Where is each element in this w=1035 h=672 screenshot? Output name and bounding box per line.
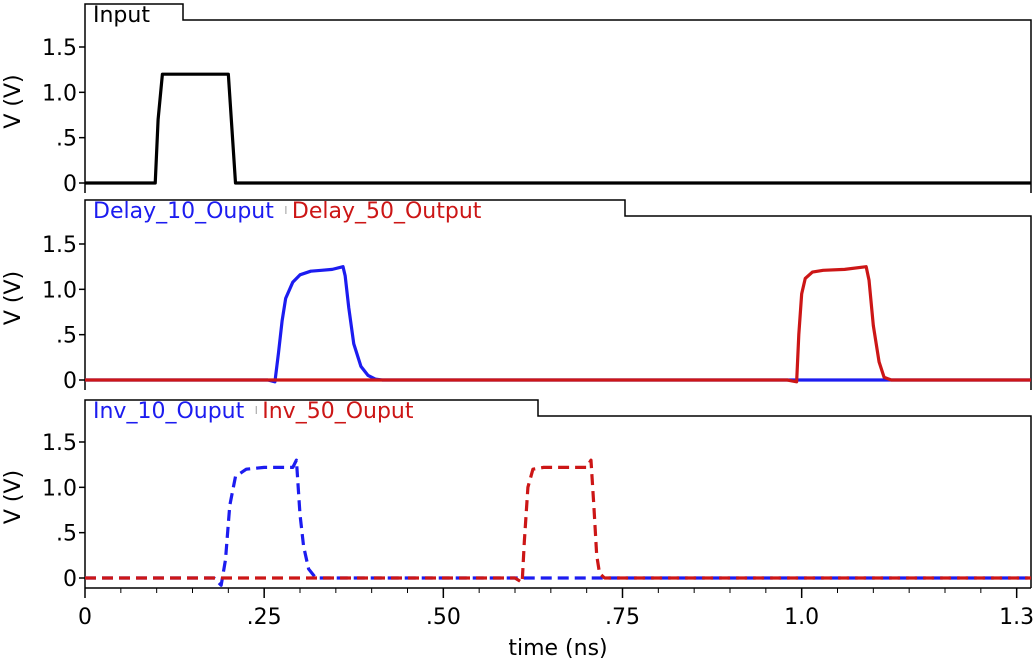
x-tick-label: 1.0 bbox=[784, 605, 819, 630]
legend-entry: Delay_50_Output bbox=[292, 199, 482, 224]
series-line bbox=[85, 458, 1031, 587]
x-tick-label: 0 bbox=[78, 605, 92, 630]
x-tick-label: 1.3 bbox=[999, 605, 1034, 630]
legend-entry: Inv_50_Ouput bbox=[262, 399, 414, 424]
panel-frame bbox=[84, 199, 1032, 390]
y-axis-label: V (V) bbox=[1, 271, 26, 325]
y-tick-label: 1.5 bbox=[42, 36, 77, 61]
y-tick-label: 1.5 bbox=[42, 431, 77, 456]
panel-frame bbox=[84, 3, 1032, 193]
legend-entry: Inv_10_Ouput bbox=[93, 399, 245, 424]
y-tick-label: .5 bbox=[56, 522, 77, 547]
y-tick-label: 1.0 bbox=[42, 476, 77, 501]
y-tick-label: 1.5 bbox=[42, 233, 77, 258]
y-axis-label: V (V) bbox=[1, 74, 26, 128]
y-tick-label: .5 bbox=[56, 127, 77, 152]
x-tick-label: .50 bbox=[426, 605, 461, 630]
series-line bbox=[85, 265, 1031, 384]
y-tick-label: 0 bbox=[63, 567, 77, 592]
y-tick-label: 1.0 bbox=[42, 278, 77, 303]
x-tick-label: .75 bbox=[605, 605, 640, 630]
x-tick-label: .25 bbox=[247, 605, 282, 630]
legend-entry: Input bbox=[93, 3, 150, 28]
y-axis-label: V (V) bbox=[1, 470, 26, 524]
x-axis-label: time (ns) bbox=[508, 636, 607, 661]
y-tick-label: 1.0 bbox=[42, 81, 77, 106]
panel-frame bbox=[84, 399, 1032, 588]
legend-entry: Delay_10_Ouput bbox=[93, 199, 274, 224]
y-tick-label: .5 bbox=[56, 324, 77, 349]
series-line bbox=[85, 72, 1031, 185]
series-line bbox=[85, 458, 1031, 585]
y-tick-label: 0 bbox=[63, 172, 77, 197]
y-tick-label: 0 bbox=[63, 369, 77, 394]
series-line bbox=[85, 265, 1031, 384]
